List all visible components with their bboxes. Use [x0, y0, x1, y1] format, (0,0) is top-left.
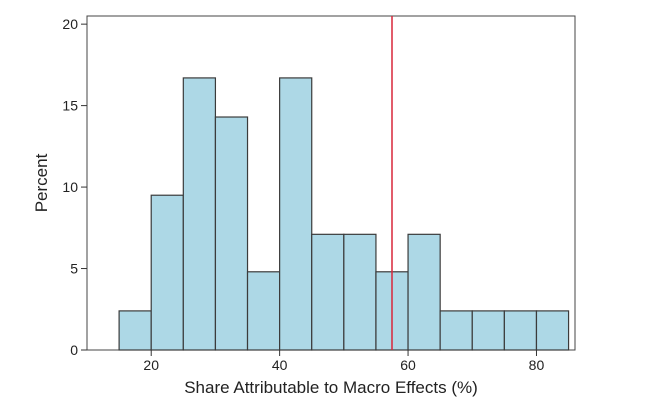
histogram-bar-3 [182, 77, 217, 351]
histogram-bar-4 [214, 116, 249, 351]
y-tick-label: 20 [62, 16, 78, 32]
histogram-bar-6 [279, 77, 313, 351]
histogram-bar-7 [311, 233, 345, 351]
histogram-bar-8 [343, 233, 377, 351]
histogram-bar-10 [407, 233, 441, 351]
histogram-bar-14 [535, 310, 570, 351]
histogram-bar-12 [471, 310, 505, 351]
x-axis: 20 40 60 80 [143, 350, 544, 373]
y-tick-label: 5 [70, 261, 78, 277]
x-tick-label: 80 [529, 357, 545, 373]
x-tick-label: 40 [272, 357, 288, 373]
x-axis-label: Share Attributable to Macro Effects (%) [184, 378, 478, 397]
y-tick-label: 0 [70, 342, 78, 358]
histogram-bar-11 [439, 310, 473, 351]
y-axis-label: Percent [32, 153, 51, 212]
y-tick-label: 10 [62, 179, 78, 195]
y-axis: 0 5 10 15 20 [62, 16, 87, 358]
x-tick-label: 20 [143, 357, 159, 373]
y-tick-label: 15 [62, 98, 78, 114]
histogram-bar-5 [246, 271, 281, 351]
histogram-bar-1 [118, 310, 152, 351]
histogram-bar-2 [150, 194, 184, 351]
bars-group [118, 77, 570, 351]
x-tick-label: 60 [400, 357, 416, 373]
histogram-bar-13 [503, 310, 538, 351]
